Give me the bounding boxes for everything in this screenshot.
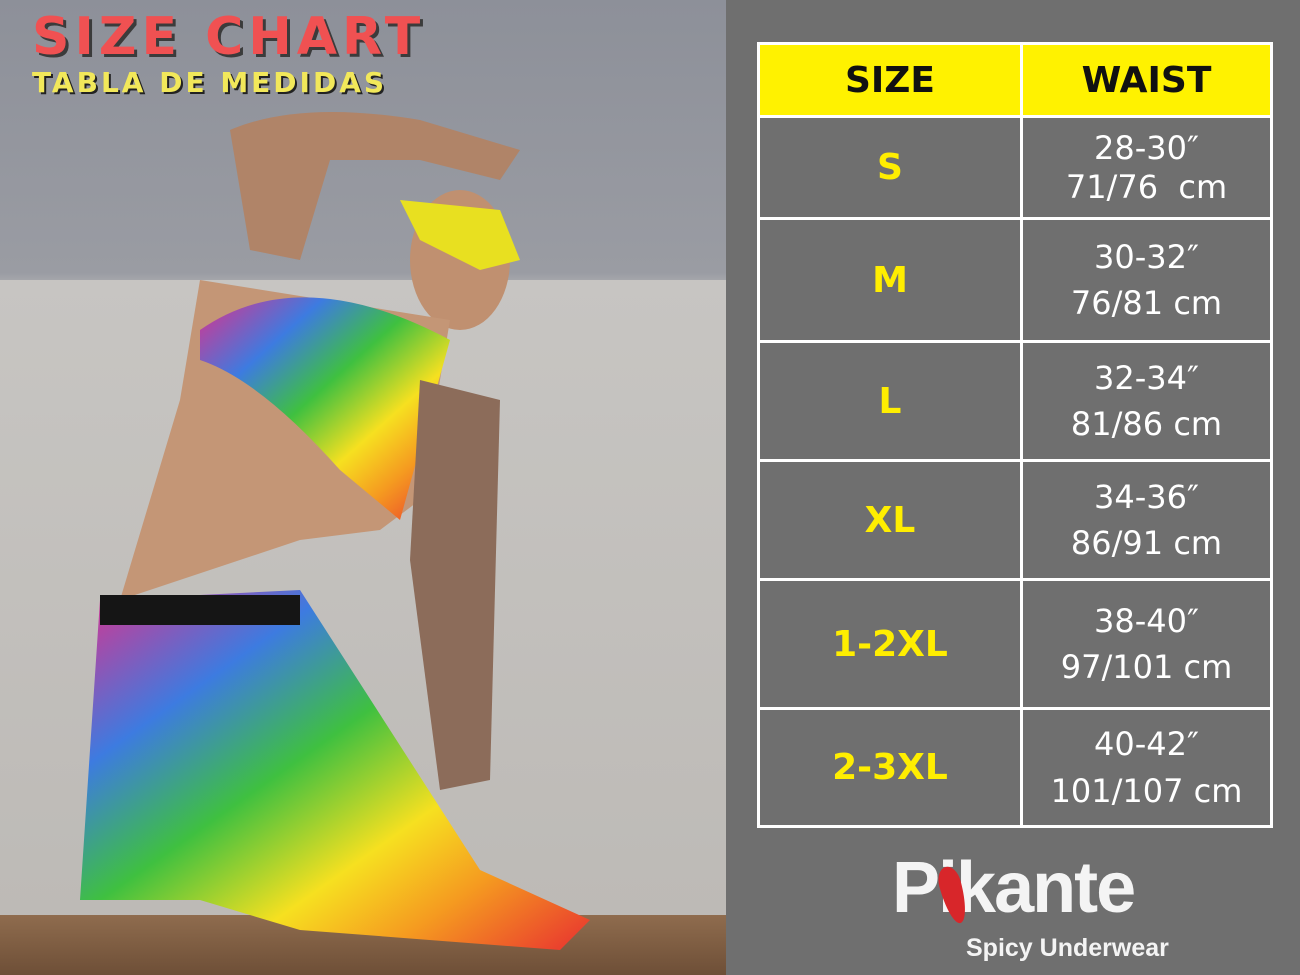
column-header-waist: WAIST: [1020, 42, 1273, 118]
waist-cm: 71/76 cm: [1065, 167, 1228, 206]
table-row: XL 34-36″ 86/91 cm: [757, 459, 1273, 581]
waist-cm: 81/86 cm: [1070, 405, 1223, 443]
size-cell: S: [757, 115, 1023, 220]
waist-inches: 32-34″: [1094, 358, 1199, 397]
model-forearm: [410, 380, 500, 790]
size-cell: M: [757, 217, 1023, 343]
chart-subtitle: TABLA DE MEDIDAS: [32, 66, 388, 99]
table-row: L 32-34″ 81/86 cm: [757, 340, 1273, 462]
waist-inches: 30-32″: [1094, 237, 1199, 276]
size-cell: 2-3XL: [757, 707, 1023, 828]
waist-cell: 34-36″ 86/91 cm: [1020, 459, 1273, 581]
waist-inches: 28-30″: [1094, 129, 1199, 168]
rainbow-harness: [200, 297, 450, 520]
waist-cell: 28-30″ 71/76 cm: [1020, 115, 1273, 220]
waist-cell: 40-42″ 101/107 cm: [1020, 707, 1273, 828]
waist-cm: 97/101 cm: [1060, 648, 1233, 686]
waist-cm: 86/91 cm: [1070, 524, 1223, 562]
waist-inches: 38-40″: [1094, 601, 1199, 640]
waist-cell: 38-40″ 97/101 cm: [1020, 578, 1273, 710]
model-figure: [80, 112, 590, 950]
model-arm: [230, 112, 520, 260]
pikante-logo: Pikante Spicy Underwear: [892, 848, 1169, 968]
size-cell: XL: [757, 459, 1023, 581]
table-row: M 30-32″ 76/81 cm: [757, 217, 1273, 343]
waist-inches: 40-42″: [1094, 725, 1199, 764]
waist-cell: 32-34″ 81/86 cm: [1020, 340, 1273, 462]
table-row: 1-2XL 38-40″ 97/101 cm: [757, 578, 1273, 710]
sunglasses: [400, 200, 520, 270]
size-cell: L: [757, 340, 1023, 462]
chart-title: SIZE CHART: [32, 7, 426, 67]
waist-inches: 34-36″: [1094, 477, 1199, 516]
size-cell: 1-2XL: [757, 578, 1023, 710]
model-photo: SIZE CHART TABLA DE MEDIDAS: [0, 0, 726, 975]
waist-cell: 30-32″ 76/81 cm: [1020, 217, 1273, 343]
table-row: 2-3XL 40-42″ 101/107 cm: [757, 707, 1273, 828]
waist-cm: 76/81 cm: [1070, 284, 1223, 322]
column-header-size: SIZE: [757, 42, 1023, 118]
size-table: SIZE WAIST S 28-30″ 71/76 cm M 30-32″ 76/8…: [757, 42, 1273, 828]
table-row: S 28-30″ 71/76 cm: [757, 115, 1273, 220]
waistband: [100, 595, 300, 625]
logo-brand: Pikante: [892, 848, 1136, 928]
rainbow-leggings: [80, 590, 590, 950]
waist-cm: 101/107 cm: [1050, 771, 1243, 810]
logo-tagline: Spicy Underwear: [966, 934, 1169, 962]
